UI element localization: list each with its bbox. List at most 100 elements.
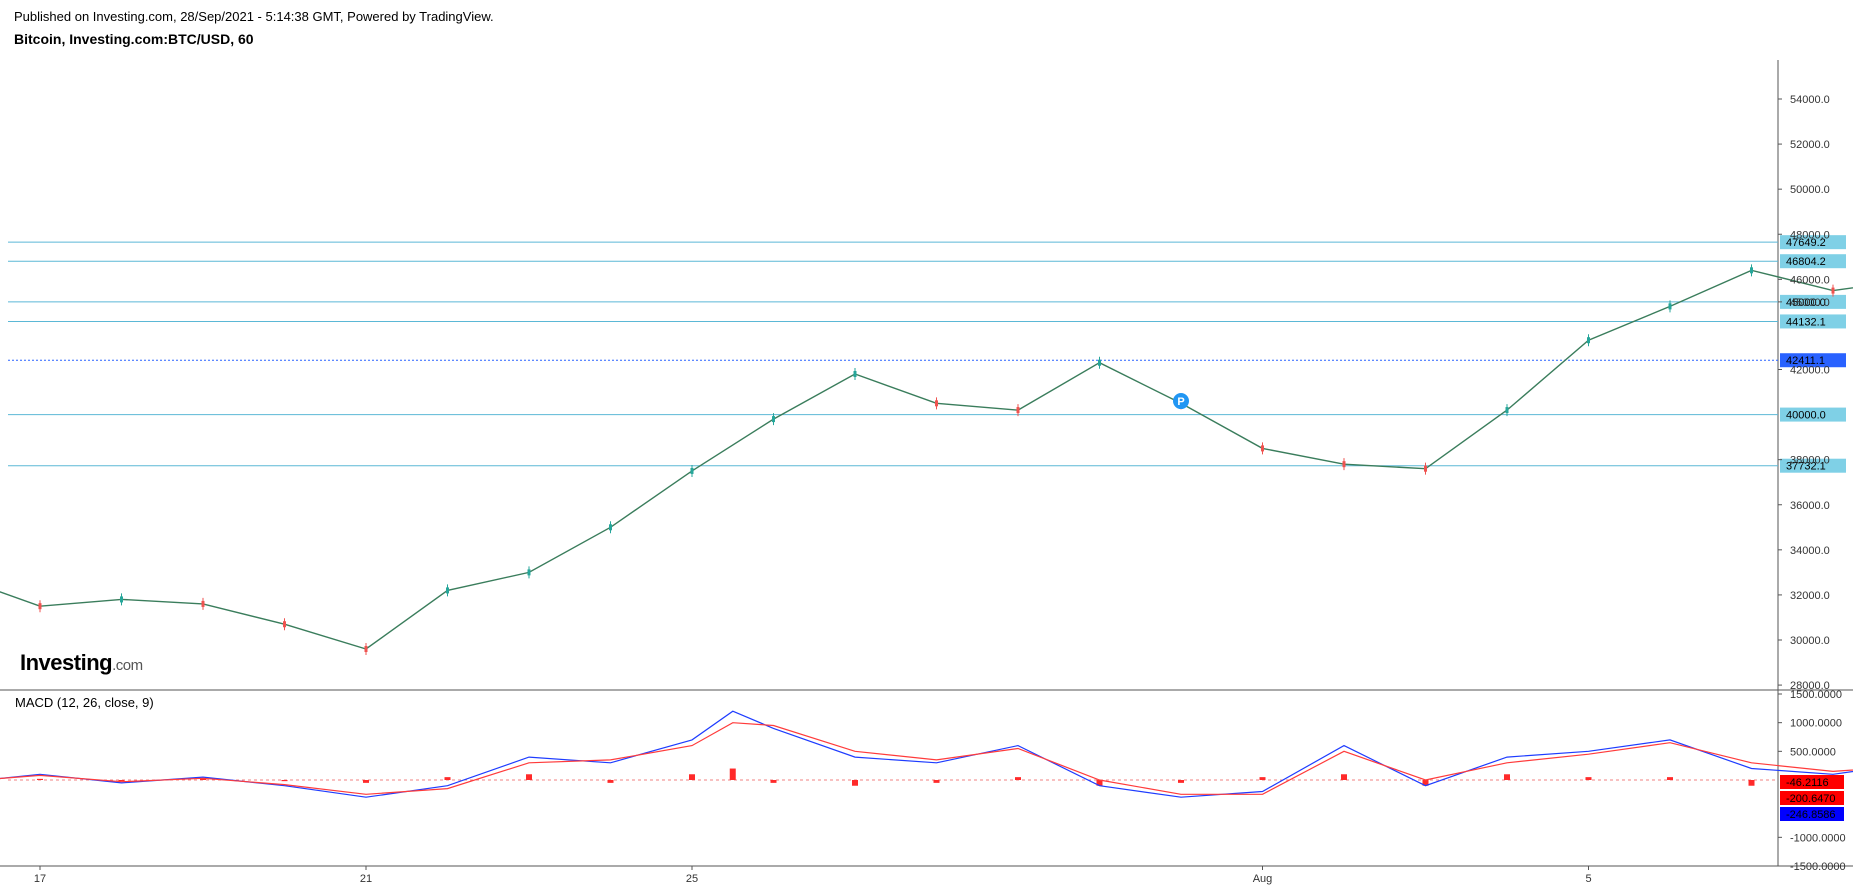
level-badge: [1780, 314, 1846, 329]
macd-histogram-bar: [1422, 780, 1429, 786]
macd-tick-label: 500.0000: [1790, 746, 1836, 758]
macd-histogram-bar: [933, 780, 940, 783]
macd-histogram-bar: [770, 780, 777, 783]
price-tick-label: 30000.0: [1790, 635, 1830, 647]
price-tick-label: 32000.0: [1790, 590, 1830, 602]
candle-body: [1505, 407, 1509, 414]
macd-badge: [1780, 791, 1844, 805]
candle-body: [772, 416, 775, 423]
macd-badge-label: -46.2116: [1786, 777, 1829, 789]
axes: 54000.0 52000.0 50000.0 48000.0 46000.0 45000…: [34, 94, 1846, 885]
btc-price-line: [0, 269, 1853, 650]
price-tick-label: 34000.0: [1790, 545, 1830, 557]
macd-badge: [1780, 775, 1844, 789]
price-tick-label: 28000.0: [1790, 680, 1830, 692]
macd-histogram-bar: [1259, 777, 1266, 780]
macd-histogram-bar: [607, 780, 614, 783]
price-tick-label: 48000.0: [1790, 229, 1830, 241]
candle-body: [1831, 287, 1835, 294]
macd-badge-label: -200.6470: [1786, 793, 1836, 805]
macd-histogram-bar: [281, 780, 288, 782]
symbol-title: Bitcoin, Investing.com:BTC/USD, 60: [14, 31, 254, 47]
support-resistance-levels: 47649.2 46804.2 45000.0 44132.1 40000.0 37732…: [8, 235, 1846, 473]
candle-body: [446, 587, 449, 594]
level-badge: [1780, 235, 1846, 250]
candle-body: [38, 603, 42, 610]
macd-badge-label: -246.8586: [1786, 809, 1836, 821]
macd-histogram-bar: [1667, 777, 1673, 780]
macd-histogram-bar: [118, 780, 125, 782]
candle-body: [201, 600, 205, 607]
date-tick-label: 17: [34, 873, 46, 885]
candle-body: [1098, 359, 1101, 366]
level-badge: [1780, 254, 1846, 269]
price-tick-label: 54000.0: [1790, 94, 1830, 106]
macd-histogram-bar: [1748, 780, 1755, 786]
current-price-badge: [1780, 353, 1846, 368]
level-badge-label: 40000.0: [1786, 410, 1826, 422]
date-tick-label: 21: [360, 873, 372, 885]
candle-body: [120, 596, 123, 603]
frame-layer: [0, 60, 1853, 867]
candle-body: [283, 621, 286, 628]
logo-suffix: .com: [112, 657, 143, 674]
candle-body: [1424, 465, 1427, 472]
published-text: Published on Investing.com, 28/Sep/2021 …: [14, 9, 494, 24]
p-marker-label: P: [1177, 396, 1184, 408]
macd-histogram-bar: [363, 780, 369, 783]
candle-body: [853, 371, 857, 378]
candle-body: [527, 569, 531, 576]
macd-histogram-bar: [526, 774, 532, 780]
level-badge-label: 46804.2: [1786, 256, 1826, 268]
macd-title: MACD (12, 26, close, 9): [15, 695, 154, 710]
level-badge: [1780, 294, 1846, 309]
investing-logo[interactable]: Investing.com: [20, 650, 143, 676]
macd-histogram-bar: [689, 774, 695, 780]
level-badge: [1780, 458, 1846, 473]
macd-histogram-bar: [1015, 777, 1021, 780]
macd-histogram-bar: [1341, 774, 1347, 780]
level-badge-label: 37732.1: [1786, 461, 1826, 473]
drawing-annotations: P: [1173, 393, 1189, 410]
candle-body: [1261, 445, 1264, 452]
macd-line: [0, 710, 1853, 798]
candle-body: [1342, 461, 1346, 468]
date-tick-label: Aug: [1253, 873, 1273, 885]
price-tick-label: 36000.0: [1790, 500, 1830, 512]
level-badge-label: 47649.2: [1786, 237, 1826, 249]
date-tick-label: 5: [1585, 873, 1591, 885]
logo-main: Investing: [20, 650, 113, 675]
price-tick-label: 46000.0: [1790, 274, 1830, 286]
candle-body: [1016, 407, 1020, 414]
candle-body: [935, 400, 938, 407]
macd-histogram-bar: [200, 778, 206, 780]
macd-histogram-bar: [729, 768, 736, 780]
level-badge-label: 44132.1: [1786, 316, 1826, 328]
macd-histogram-bar: [1585, 777, 1592, 780]
macd-tick-label: 1500.0000: [1790, 689, 1842, 701]
macd-tick-label: 1000.0000: [1790, 718, 1842, 730]
candle-body: [1587, 337, 1590, 344]
signal-line: [0, 722, 1853, 795]
candle-body: [690, 467, 694, 474]
candle-body: [1750, 267, 1753, 274]
candle-body: [609, 524, 612, 531]
macd-badge: [1780, 807, 1844, 821]
macd-histogram-bar: [37, 778, 43, 780]
candle-body: [1668, 303, 1672, 310]
macd-histogram-bar: [1504, 774, 1510, 780]
price-series: [0, 264, 1853, 656]
current-price-label: 42411.1: [1786, 355, 1825, 367]
price-tick-label: 52000.0: [1790, 139, 1830, 151]
level-badge: [1780, 407, 1846, 422]
macd-histogram-bar: [1178, 780, 1184, 783]
macd-tick-label: -1000.0000: [1790, 832, 1846, 844]
price-tick-label: 50000.0: [1790, 184, 1830, 196]
candle-body: [364, 646, 368, 653]
price-tick-label: 38000.0: [1790, 455, 1830, 467]
level-badge-label: 45000.0: [1786, 297, 1826, 309]
p-marker: [1173, 393, 1189, 410]
macd-panel: -46.2116 -200.6470 -246.8586: [0, 710, 1853, 821]
macd-histogram-bar: [444, 777, 451, 780]
